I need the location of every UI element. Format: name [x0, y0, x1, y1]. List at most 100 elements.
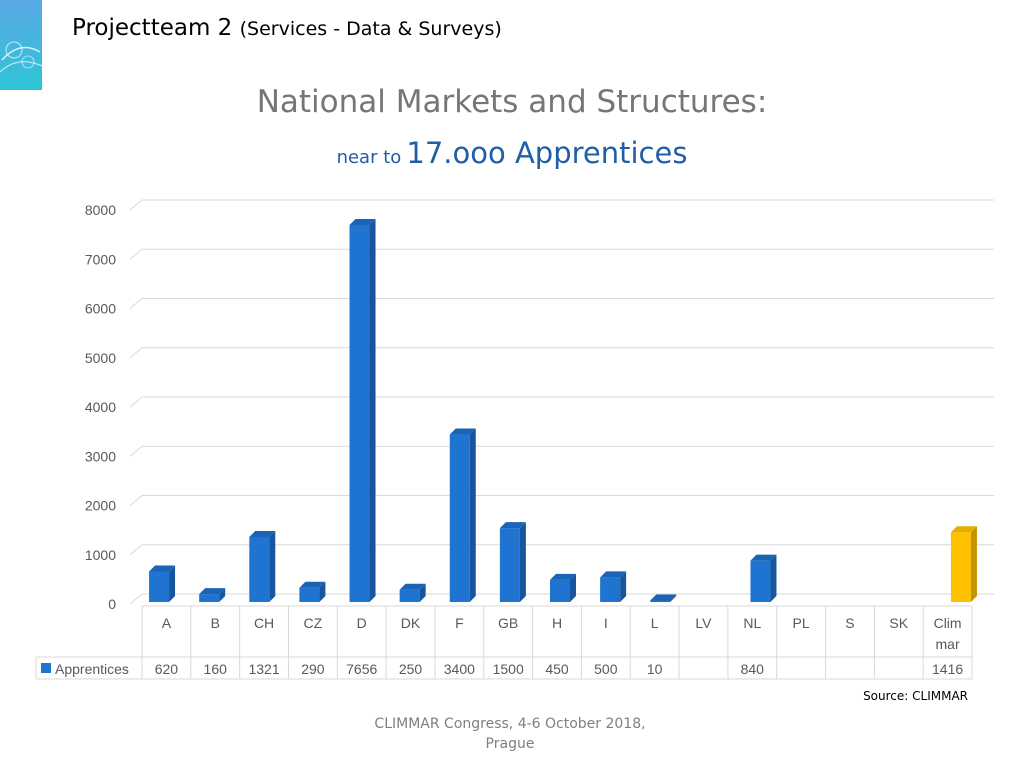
data-label: 250 [399, 661, 423, 677]
data-label: 3400 [444, 661, 475, 677]
y-tick-label: 3000 [85, 448, 116, 464]
gridline [129, 298, 994, 309]
bar-b [199, 588, 226, 602]
data-label: 160 [204, 661, 228, 677]
gridline [129, 248, 994, 260]
bar-side [319, 581, 326, 602]
bar-f [449, 428, 476, 602]
source-note: Source: CLIMMAR [863, 689, 968, 703]
gridline [129, 396, 994, 408]
data-label: 10 [647, 661, 663, 677]
bar-side [519, 522, 526, 602]
bar-nl [750, 554, 777, 602]
bar-front [199, 594, 220, 602]
bar-clim-mar [950, 526, 977, 602]
bar-dk [399, 583, 426, 602]
bar-side [269, 530, 276, 602]
legend-label: Apprentices [55, 661, 129, 677]
bar-top [149, 565, 176, 572]
gridline [129, 544, 994, 556]
bar-l [650, 594, 677, 602]
bar-front [550, 579, 570, 602]
bar-top [249, 530, 276, 537]
y-tick-label: 8000 [85, 202, 116, 218]
bar-front [750, 560, 771, 602]
bar-top [550, 573, 576, 580]
x-tick-label: H [552, 615, 562, 631]
x-tick-label: NL [743, 615, 761, 631]
data-label: 620 [155, 661, 179, 677]
gridline [129, 199, 994, 211]
bar-d [349, 218, 376, 602]
x-tick-label: D [357, 615, 367, 631]
bar-front [149, 571, 170, 602]
bar-cz [299, 581, 326, 602]
bar-top [349, 218, 376, 225]
legend-swatch [41, 663, 51, 673]
climmar-logo-icon [0, 0, 42, 90]
bar-top [750, 554, 777, 561]
data-label: 840 [741, 661, 765, 677]
slide-title: Projectteam 2 (Services - Data & Surveys… [72, 15, 502, 41]
footer-text: CLIMMAR Congress, 4-6 October 2018, Prag… [374, 716, 646, 752]
gridline [129, 593, 994, 605]
x-tick-label: DK [401, 615, 421, 631]
slide-title-sub: (Services - Data & Surveys) [239, 18, 502, 40]
y-tick-label: 1000 [85, 547, 116, 563]
bar-h [550, 573, 576, 602]
x-tick-label: CZ [304, 615, 323, 631]
gridline [129, 445, 994, 457]
bar-side [770, 554, 777, 602]
data-label: 1416 [932, 661, 963, 677]
bar-ch [249, 530, 276, 602]
x-tick-label: A [162, 615, 172, 631]
bar-front [299, 587, 320, 602]
bar-top [650, 594, 677, 601]
x-tick-label: B [211, 615, 220, 631]
y-tick-label: 7000 [85, 251, 116, 267]
bar-top [499, 522, 526, 529]
bar-top [399, 583, 426, 590]
bar-chart: 0 1000 2000 3000 4000 5000 6000 7000 8000 A 620 B 16… [35, 199, 994, 680]
y-tick-label: 0 [108, 596, 116, 612]
x-tick-label: Clim [934, 615, 962, 631]
x-tick-label: GB [498, 615, 518, 631]
slide-title-main: Projectteam 2 [72, 15, 233, 41]
data-label: 7656 [346, 661, 377, 677]
x-tick-label: I [604, 615, 608, 631]
x-tick-label: L [651, 615, 659, 631]
chart-subtitle: near to 17.ooo Apprentices [0, 136, 1024, 170]
bar-a [149, 565, 176, 602]
bar-top [199, 588, 226, 595]
y-tick-label: 4000 [85, 399, 116, 415]
bar-top [600, 571, 627, 578]
x-tick-label: PL [793, 615, 810, 631]
bar-front [349, 224, 370, 602]
x-tick-label: CH [254, 615, 274, 631]
chart-subtitle-main: 17.ooo Apprentices [406, 136, 688, 170]
bar-side [670, 594, 677, 602]
bar-side [169, 565, 176, 602]
bar-side [620, 571, 627, 602]
x-tick-label: LV [695, 615, 712, 631]
bar-top [449, 428, 476, 435]
bar-gb [499, 522, 526, 602]
bar-front [600, 577, 621, 602]
data-label: 450 [545, 661, 569, 677]
data-label: 1321 [248, 661, 279, 677]
bar-side [369, 218, 376, 602]
chart-title: National Markets and Structures: [256, 84, 768, 120]
gridline [129, 347, 994, 359]
gridline [129, 495, 994, 506]
bar-i [600, 571, 627, 602]
data-table-frame [141, 605, 973, 680]
bar-top [950, 526, 977, 533]
bar-side [570, 573, 576, 602]
data-label: 1500 [493, 661, 524, 677]
x-tick-label: F [455, 615, 464, 631]
data-label: 290 [301, 661, 325, 677]
bar-front [449, 434, 470, 602]
x-tick-label: S [845, 615, 854, 631]
bar-front [399, 589, 420, 602]
bar-side [419, 583, 426, 602]
